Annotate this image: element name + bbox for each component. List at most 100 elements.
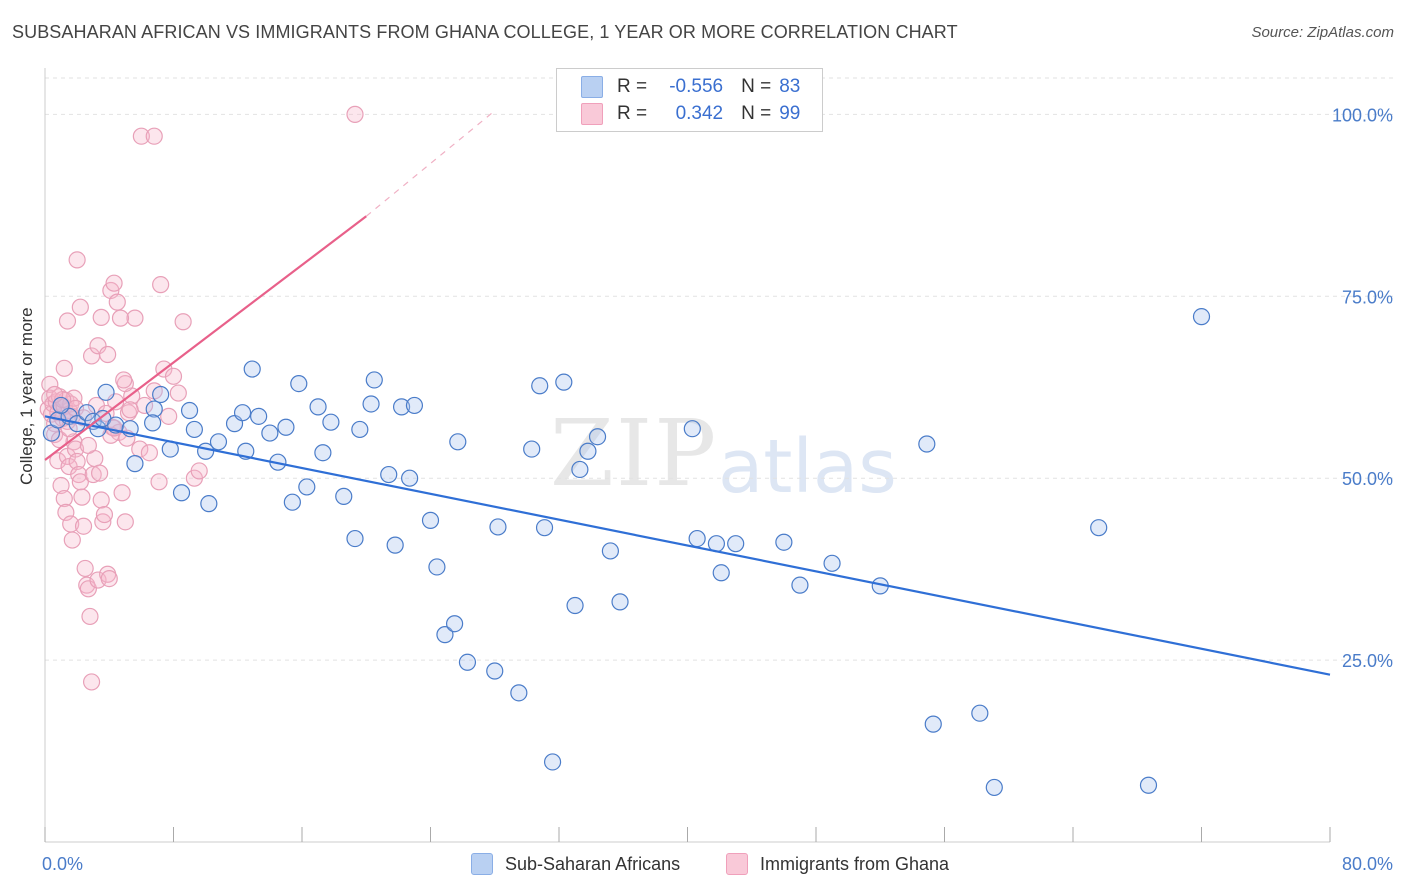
y-tick-label: 75.0%	[1342, 287, 1393, 307]
subsaharan-point	[489, 518, 507, 536]
ghana-point	[160, 407, 178, 425]
subsaharan-point	[351, 420, 369, 439]
legend-swatch-ghana	[581, 103, 603, 125]
y-tick-label: 100.0%	[1332, 105, 1393, 125]
subsaharan-point	[145, 400, 163, 418]
subsaharan-point	[985, 778, 1003, 797]
subsaharan-point	[535, 519, 554, 537]
subsaharan-point	[309, 398, 327, 416]
subsaharan-point	[683, 420, 701, 438]
ghana-point	[73, 488, 91, 506]
subsaharan-point	[486, 662, 504, 680]
subsaharan-point	[579, 442, 597, 460]
legend-row-subsaharan: R = -0.556 N = 83	[581, 74, 800, 100]
subsaharan-point	[78, 404, 96, 422]
tick-labels: 25.0% 50.0% 75.0% 100.0% 0.0% 80.0%	[42, 105, 1393, 874]
subsaharan-point	[421, 511, 440, 529]
subsaharan-point	[200, 495, 218, 513]
subsaharan-point	[52, 396, 70, 415]
ghana-point	[145, 127, 163, 145]
ghana-point	[164, 367, 183, 385]
ghana-point	[108, 293, 126, 311]
legend-row-ghana: R = 0.342 N = 99	[581, 101, 800, 127]
subsaharan-point	[405, 396, 424, 415]
subsaharan-point	[727, 535, 745, 553]
ghana-point	[58, 312, 77, 330]
y-tick-label: 50.0%	[1342, 469, 1393, 489]
ghana-point	[190, 462, 208, 480]
subsaharan-point	[775, 533, 793, 551]
series-subsaharan-points	[42, 308, 1211, 797]
legend-n-value: 99	[779, 103, 801, 124]
legend-n-label: N =	[741, 76, 772, 97]
legend-swatch-subsaharan	[581, 76, 603, 98]
ghana-point	[150, 473, 168, 491]
ghana-point	[91, 464, 109, 482]
subsaharan-point	[823, 554, 841, 572]
ghana-point	[46, 385, 64, 404]
ghana-point	[126, 309, 144, 327]
ghana-point	[81, 607, 99, 626]
subsaharan-point	[510, 684, 528, 702]
legend-n-value: 83	[779, 76, 801, 97]
ghana-point	[111, 309, 130, 327]
subsaharan-point	[392, 398, 411, 416]
ghana-point	[174, 313, 192, 331]
subsaharan-point	[97, 383, 115, 401]
subsaharan-point	[601, 542, 620, 560]
subsaharan-point	[126, 455, 144, 473]
trend-lines	[44, 110, 1331, 676]
bottom-legend-ghana[interactable]: Immigrants from Ghana	[726, 852, 949, 876]
subsaharan-point	[172, 484, 191, 502]
ghana-point	[132, 127, 150, 145]
ghana-point	[115, 371, 133, 389]
ghana-point	[52, 476, 70, 495]
subsaharan-point	[322, 413, 340, 431]
subsaharan-point	[449, 433, 467, 451]
bottom-legend-subsaharan[interactable]: Sub-Saharan Africans	[471, 852, 680, 876]
bottom-legend-swatch-subsaharan	[471, 853, 493, 875]
subsaharan-point	[571, 460, 589, 479]
subsaharan-point	[445, 615, 464, 633]
subsaharan-point	[365, 371, 383, 389]
y-tick-label: 25.0%	[1342, 651, 1393, 671]
ghana-trend-line	[44, 215, 367, 461]
bottom-legend-swatch-ghana	[726, 853, 748, 875]
subsaharan-point	[144, 414, 162, 432]
subsaharan-point	[335, 487, 353, 505]
subsaharan-point	[380, 465, 398, 484]
watermark-atlas: atlas	[718, 424, 897, 510]
ghana-point	[71, 298, 89, 316]
ghana-point	[68, 452, 86, 471]
subsaharan-point	[588, 428, 607, 446]
legend-n-label: N =	[741, 103, 772, 124]
bottom-legend-label-ghana: Immigrants from Ghana	[760, 853, 950, 874]
subsaharan-point	[185, 420, 203, 439]
subsaharan-point	[531, 377, 549, 395]
subsaharan-point	[346, 529, 364, 548]
subsaharan-trend-line	[44, 415, 1331, 676]
ghana-point	[116, 513, 134, 531]
subsaharan-point	[283, 493, 301, 511]
ghana-point	[92, 491, 110, 509]
bottom-legend-label-subsaharan: Sub-Saharan Africans	[505, 853, 681, 874]
subsaharan-point	[1090, 519, 1108, 537]
ghana-point	[113, 484, 131, 502]
subsaharan-point	[243, 360, 261, 378]
x-tick-label: 0.0%	[42, 854, 83, 874]
ghana-point	[74, 409, 93, 427]
axes	[44, 68, 1331, 843]
ghana-point	[92, 308, 110, 326]
subsaharan-point	[566, 596, 584, 615]
ghana-point	[152, 276, 170, 294]
ghana-point	[140, 444, 159, 462]
subsaharan-point	[233, 404, 252, 422]
subsaharan-point	[688, 529, 706, 548]
ghana-point	[169, 384, 187, 402]
subsaharan-point	[712, 564, 730, 582]
ghana-point	[41, 375, 59, 393]
subsaharan-point	[401, 469, 419, 487]
subsaharan-point	[386, 536, 404, 554]
subsaharan-point	[314, 444, 332, 462]
